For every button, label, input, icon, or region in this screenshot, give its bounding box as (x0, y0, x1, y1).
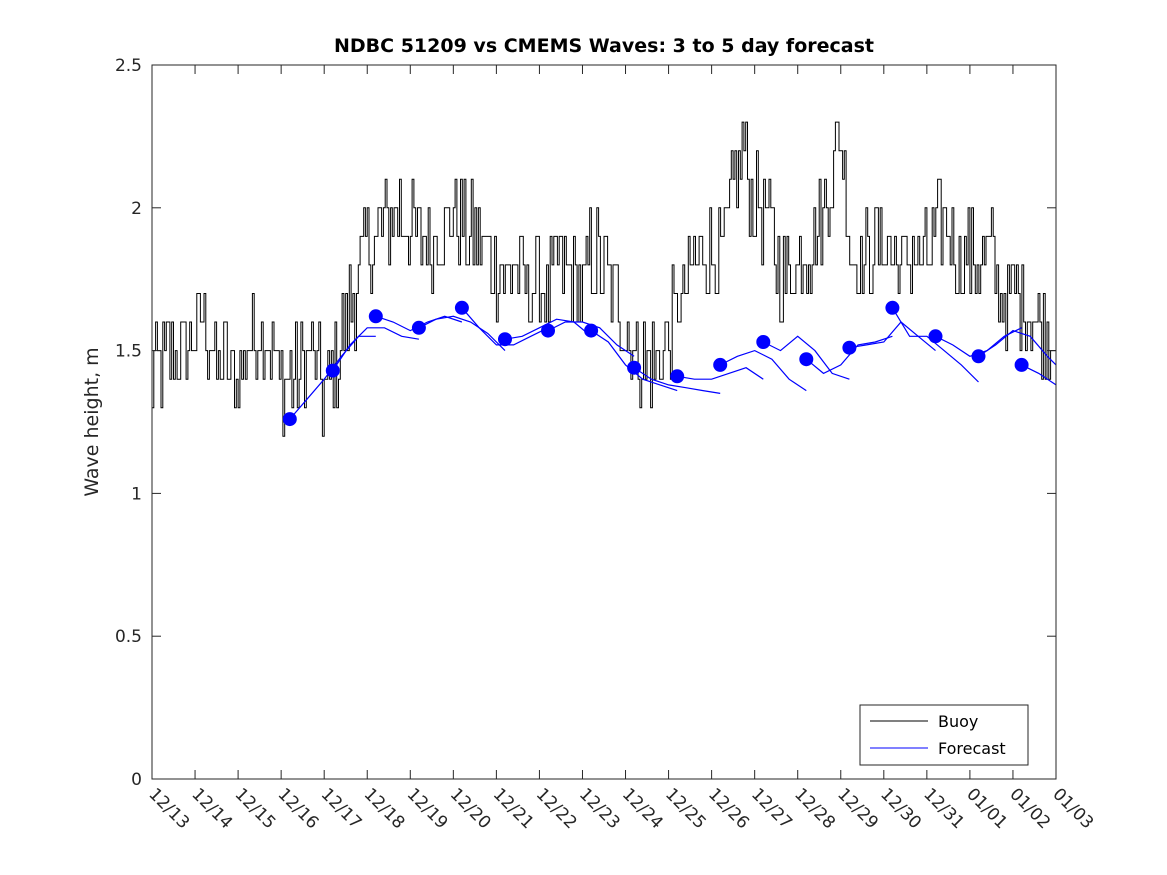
forecast-marker (411, 320, 426, 335)
forecast-markers (282, 300, 1029, 427)
forecast-marker (498, 332, 512, 347)
y-tick-label: 0 (131, 770, 142, 790)
forecast-segment (677, 367, 764, 380)
forecast-marker (1014, 357, 1029, 372)
forecast-marker (282, 412, 297, 427)
forecast-segment (332, 327, 419, 371)
legend-label-buoy: Buoy (938, 712, 978, 731)
forecast-marker (713, 357, 728, 372)
buoy-line (151, 121, 1056, 437)
forecast-marker (627, 360, 642, 375)
plot-area (152, 65, 1056, 779)
y-axis-label: Wave height, m (81, 347, 103, 496)
y-tick-label: 0.5 (115, 627, 142, 647)
forecast-marker (454, 300, 469, 315)
forecast-segment (763, 335, 850, 380)
chart-title: NDBC 51209 vs CMEMS Waves: 3 to 5 day fo… (334, 35, 874, 57)
legend-box (859, 704, 1029, 766)
y-tick-label: 2 (131, 199, 142, 219)
y-tick-label: 2.5 (115, 56, 142, 76)
forecast-marker (885, 300, 900, 315)
y-tick-label: 1 (131, 484, 142, 504)
forecast-marker (971, 349, 986, 364)
forecast-segment (891, 307, 979, 383)
forecast-segment (978, 329, 1057, 366)
forecast-marker (928, 329, 943, 344)
forecast-segment (719, 349, 807, 392)
forecast-marker (670, 369, 685, 384)
y-axis: 0 0.5 1 1.5 2 2.5 (115, 56, 1056, 790)
legend-label-forecast: Forecast (938, 739, 1006, 758)
forecast-marker (368, 309, 383, 324)
forecast-segment (805, 335, 893, 375)
y-tick-label: 1.5 (115, 342, 142, 362)
forecast-marker (756, 335, 771, 349)
forecast-segment (418, 315, 506, 352)
forecast-marker (584, 323, 599, 338)
legend: Buoy Forecast (859, 704, 1029, 766)
forecast-marker (799, 352, 814, 367)
forecast-marker (325, 363, 340, 378)
forecast-segment (849, 321, 936, 352)
forecast-segment (633, 367, 721, 394)
forecast-marker (541, 323, 555, 338)
forecast-marker (842, 340, 857, 355)
forecast-segment (504, 318, 592, 340)
plot-frame (151, 64, 1057, 780)
buoy-series (151, 121, 1056, 437)
